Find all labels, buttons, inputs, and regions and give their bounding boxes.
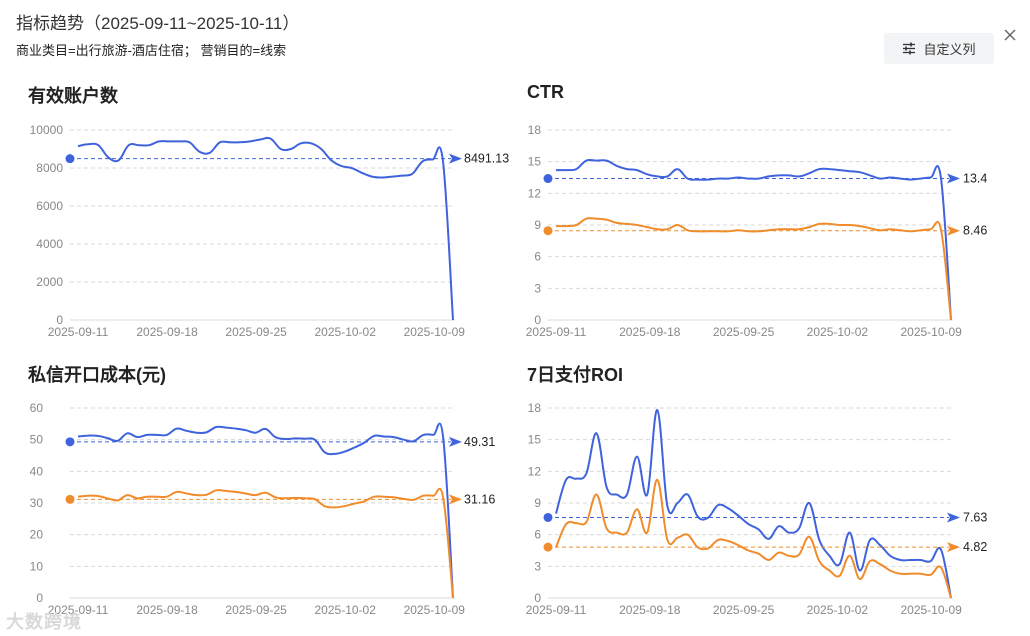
reference-label: 13.4: [963, 172, 987, 186]
y-tick-label: 12: [528, 464, 542, 478]
reference-dot-blue: [543, 512, 553, 522]
y-tick-label: 15: [528, 155, 542, 169]
y-tick-label: 10000: [30, 123, 64, 137]
series-line-orange: [555, 217, 952, 321]
reference-label: 8.46: [963, 224, 987, 238]
y-tick-label: 3: [534, 559, 541, 573]
x-tick-label: 2025-10-02: [315, 325, 377, 339]
reference-arrow-blue: [947, 512, 960, 523]
reference-label: 49.31: [464, 435, 495, 449]
filter-summary: 商业类目=出行旅游-酒店住宿； 营销目的=线索: [16, 43, 287, 58]
x-tick-label: 2025-09-11: [526, 325, 587, 339]
x-tick-label: 2025-09-11: [48, 603, 109, 617]
x-tick-label: 2025-10-09: [404, 603, 466, 617]
reference-dot-blue: [543, 174, 553, 184]
x-tick-label: 2025-10-09: [900, 603, 962, 617]
chart-title-1: CTR: [527, 82, 564, 102]
x-tick-label: 2025-09-25: [713, 325, 775, 339]
series-line-orange: [555, 478, 952, 599]
x-tick-label: 2025-09-25: [713, 603, 775, 617]
y-tick-label: 8000: [36, 161, 63, 175]
series-line-blue: [77, 422, 454, 599]
y-tick-label: 10: [30, 559, 44, 573]
custom-columns-button[interactable]: 自定义列: [884, 33, 994, 64]
reference-arrow-orange: [449, 494, 462, 505]
y-tick-label: 40: [30, 464, 44, 478]
y-tick-label: 30: [30, 496, 44, 510]
page-title: 指标趋势（2025-09-11~2025-10-11）: [16, 14, 300, 33]
chart-title-2: 私信开口成本(元): [28, 365, 166, 385]
x-tick-label: 2025-09-25: [225, 603, 287, 617]
sliders-icon: [903, 42, 916, 55]
reference-arrow-orange: [947, 542, 960, 553]
custom-columns-label: 自定义列: [923, 42, 976, 57]
reference-arrow-blue: [449, 153, 462, 164]
x-tick-label: 2025-09-11: [526, 603, 587, 617]
reference-label: 4.82: [963, 540, 987, 554]
y-tick-label: 15: [528, 433, 542, 447]
y-tick-label: 6: [534, 528, 541, 542]
y-tick-label: 9: [534, 496, 541, 510]
y-tick-label: 20: [30, 528, 44, 542]
series-line-blue: [555, 158, 952, 321]
chart-title-3: 7日支付ROI: [527, 365, 624, 385]
close-icon[interactable]: [1003, 28, 1017, 42]
y-tick-label: 12: [528, 186, 542, 200]
x-tick-label: 2025-09-25: [225, 325, 287, 339]
series-line-blue: [555, 409, 952, 599]
y-tick-label: 18: [528, 123, 542, 137]
reference-arrow-blue: [449, 436, 462, 447]
y-tick-label: 4000: [36, 237, 63, 251]
y-tick-label: 9: [534, 218, 541, 232]
reference-label: 7.63: [963, 510, 987, 524]
y-tick-label: 60: [30, 401, 44, 415]
reference-dot-blue: [65, 154, 75, 164]
y-tick-label: 6: [534, 250, 541, 264]
y-tick-label: 0: [534, 313, 541, 327]
y-tick-label: 0: [56, 313, 63, 327]
x-tick-label: 2025-10-02: [807, 325, 869, 339]
reference-dot-orange: [65, 494, 75, 504]
x-tick-label: 2025-10-02: [315, 603, 377, 617]
x-tick-label: 2025-09-18: [136, 603, 198, 617]
y-tick-label: 2000: [36, 275, 63, 289]
x-tick-label: 2025-09-18: [619, 325, 681, 339]
reference-label: 8491.13: [464, 152, 509, 166]
y-tick-label: 18: [528, 401, 542, 415]
x-tick-label: 2025-10-02: [807, 603, 869, 617]
x-tick-label: 2025-09-18: [619, 603, 681, 617]
reference-arrow-orange: [947, 225, 960, 236]
y-tick-label: 0: [534, 591, 541, 605]
y-tick-label: 3: [534, 281, 541, 295]
chart-title-0: 有效账户数: [28, 86, 118, 106]
reference-arrow-blue: [947, 173, 960, 184]
series-line-orange: [77, 487, 454, 599]
x-tick-label: 2025-10-09: [404, 325, 466, 339]
y-tick-label: 6000: [36, 199, 63, 213]
series-line-blue: [77, 136, 454, 321]
reference-label: 31.16: [464, 492, 495, 506]
x-tick-label: 2025-09-18: [136, 325, 198, 339]
y-tick-label: 50: [30, 433, 44, 447]
reference-dot-blue: [65, 437, 75, 447]
reference-dot-orange: [543, 542, 553, 552]
x-tick-label: 2025-09-11: [48, 325, 109, 339]
x-tick-label: 2025-10-09: [900, 325, 962, 339]
y-tick-label: 0: [36, 591, 43, 605]
watermark: 大数跨境: [6, 612, 82, 632]
reference-dot-orange: [543, 226, 553, 236]
